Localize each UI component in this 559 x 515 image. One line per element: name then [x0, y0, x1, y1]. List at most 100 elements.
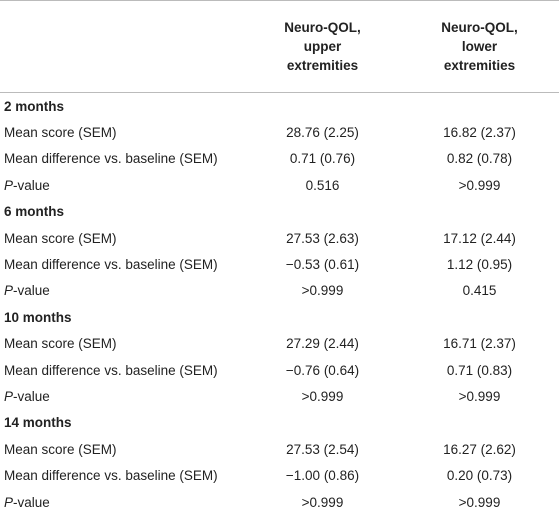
cell-text: −0.53 (0.61) [285, 257, 360, 273]
row-label-text: Mean difference vs. baseline (SEM) [4, 257, 218, 273]
cell-text: 27.53 (2.63) [286, 230, 359, 246]
row-label: Mean score (SEM) [0, 436, 245, 462]
column-header: Neuro-QOL, upper extremities [245, 0, 400, 93]
data-row: Mean difference vs. baseline (SEM) 0.71 (… [0, 146, 559, 172]
row-label: P-value [0, 383, 245, 409]
cell-value: 0.516 [245, 172, 400, 198]
cell-value: −1.00 (0.86) [245, 462, 400, 488]
section-row: 14 months [0, 410, 559, 436]
cell-value: 28.76 (2.25) [245, 119, 400, 145]
cell-value: 27.29 (2.44) [245, 331, 400, 357]
row-label: Mean difference vs. baseline (SEM) [0, 251, 245, 277]
column-header-text: Neuro-QOL, lower extremities [441, 20, 518, 73]
table-header: Neuro-QOL, upper extremities Neuro-QOL, … [0, 0, 559, 93]
cell-text: 16.27 (2.62) [443, 441, 516, 457]
row-label-text: P-value [4, 494, 50, 510]
row-label: Mean difference vs. baseline (SEM) [0, 357, 245, 383]
row-label-text: P-value [4, 177, 50, 193]
data-row: Mean score (SEM) 28.76 (2.25) 16.82 (2.37) [0, 119, 559, 145]
section-label: 10 months [4, 309, 72, 325]
row-label-text: Mean score (SEM) [4, 336, 117, 352]
row-label: Mean difference vs. baseline (SEM) [0, 462, 245, 488]
cell-text: >0.999 [301, 388, 344, 404]
cell-text: 28.76 (2.25) [286, 125, 359, 141]
cell-value: 27.53 (2.54) [245, 436, 400, 462]
cell-value: 17.12 (2.44) [400, 225, 559, 251]
cell-text: 0.71 (0.83) [446, 362, 513, 378]
cell-value: >0.999 [245, 383, 400, 409]
column-header-text: Neuro-QOL, upper extremities [284, 20, 361, 73]
row-label-text: Mean score (SEM) [4, 125, 117, 141]
data-row: P-value >0.999 >0.999 [0, 489, 559, 515]
cell-text: 27.53 (2.54) [286, 441, 359, 457]
cell-value: 0.20 (0.73) [400, 462, 559, 488]
cell-value: 0.71 (0.83) [400, 357, 559, 383]
row-label-text: Mean score (SEM) [4, 441, 117, 457]
cell-text: 1.12 (0.95) [446, 257, 513, 273]
section-row: 2 months [0, 93, 559, 120]
cell-text: 0.82 (0.78) [446, 151, 513, 167]
row-label: Mean score (SEM) [0, 225, 245, 251]
data-row: P-value >0.999 0.415 [0, 278, 559, 304]
data-row: Mean difference vs. baseline (SEM) −0.76 … [0, 357, 559, 383]
cell-text: >0.999 [458, 494, 501, 510]
cell-value: >0.999 [400, 172, 559, 198]
cell-text: −1.00 (0.86) [285, 468, 360, 484]
section-row: 6 months [0, 199, 559, 225]
cell-text: >0.999 [458, 388, 501, 404]
header-row: Neuro-QOL, upper extremities Neuro-QOL, … [0, 0, 559, 93]
cell-value: 0.415 [400, 278, 559, 304]
data-row: Mean score (SEM) 27.29 (2.44) 16.71 (2.37) [0, 331, 559, 357]
row-label-text: Mean score (SEM) [4, 230, 117, 246]
cell-value: 27.53 (2.63) [245, 225, 400, 251]
section-label: 14 months [4, 415, 72, 431]
blank-header [0, 0, 245, 93]
cell-text: 16.71 (2.37) [443, 336, 516, 352]
cell-value: 1.12 (0.95) [400, 251, 559, 277]
cell-text: >0.999 [301, 283, 344, 299]
cell-value: −0.53 (0.61) [245, 251, 400, 277]
cell-value: >0.999 [400, 489, 559, 515]
cell-text: −0.76 (0.64) [285, 362, 360, 378]
data-row: P-value >0.999 >0.999 [0, 383, 559, 409]
row-label: Mean score (SEM) [0, 119, 245, 145]
cell-value: −0.76 (0.64) [245, 357, 400, 383]
section-row: 10 months [0, 304, 559, 330]
data-row: Mean score (SEM) 27.53 (2.54) 16.27 (2.62) [0, 436, 559, 462]
data-row: Mean score (SEM) 27.53 (2.63) 17.12 (2.44) [0, 225, 559, 251]
row-label-text: P-value [4, 283, 50, 299]
row-label-text: P-value [4, 388, 50, 404]
row-label: Mean difference vs. baseline (SEM) [0, 146, 245, 172]
column-header: Neuro-QOL, lower extremities [400, 0, 559, 93]
row-label-text: Mean difference vs. baseline (SEM) [4, 362, 218, 378]
cell-text: >0.999 [301, 494, 344, 510]
section-label: 2 months [4, 98, 65, 114]
row-label: Mean score (SEM) [0, 331, 245, 357]
cell-value: >0.999 [400, 383, 559, 409]
data-row: Mean difference vs. baseline (SEM) −0.53 … [0, 251, 559, 277]
cell-text: 0.20 (0.73) [446, 468, 513, 484]
cell-text: 17.12 (2.44) [443, 230, 516, 246]
cell-value: 16.71 (2.37) [400, 331, 559, 357]
cell-value: 16.82 (2.37) [400, 119, 559, 145]
cell-value: >0.999 [245, 278, 400, 304]
table-body: 2 months Mean score (SEM) 28.76 (2.25) 16.8… [0, 93, 559, 515]
cell-text: 27.29 (2.44) [286, 336, 359, 352]
cell-text: 0.415 [462, 283, 497, 299]
cell-text: >0.999 [458, 177, 501, 193]
data-row: Mean difference vs. baseline (SEM) −1.00 … [0, 462, 559, 488]
cell-text: 0.516 [305, 177, 340, 193]
row-label: P-value [0, 172, 245, 198]
cell-value: >0.999 [245, 489, 400, 515]
row-label: P-value [0, 278, 245, 304]
section-label: 6 months [4, 204, 65, 220]
row-label-text: Mean difference vs. baseline (SEM) [4, 468, 218, 484]
row-label-text: Mean difference vs. baseline (SEM) [4, 151, 218, 167]
cell-value: 16.27 (2.62) [400, 436, 559, 462]
cell-value: 0.71 (0.76) [245, 146, 400, 172]
row-label: P-value [0, 489, 245, 515]
data-row: P-value 0.516 >0.999 [0, 172, 559, 198]
cell-text: 16.82 (2.37) [443, 125, 516, 141]
